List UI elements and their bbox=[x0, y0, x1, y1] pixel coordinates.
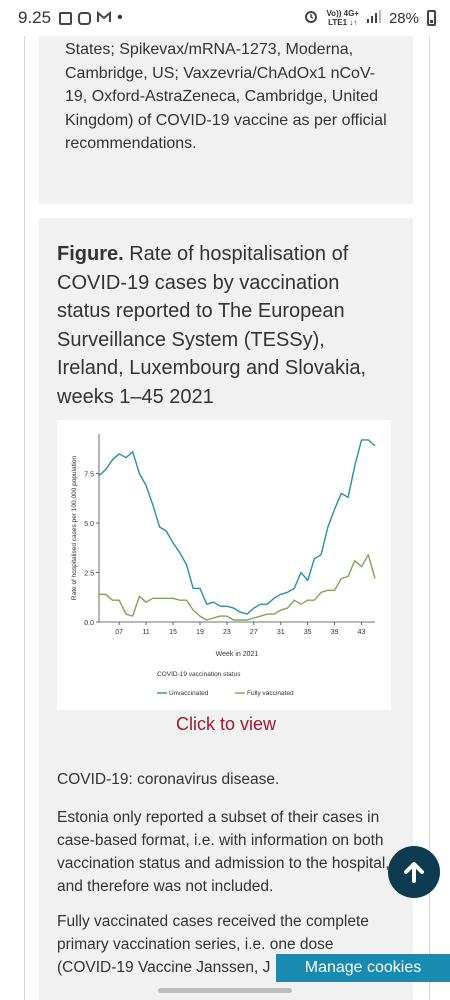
x-tick-label: 07 bbox=[115, 629, 123, 636]
footnote-fully-vaccinated: Fully vaccinated cases received the comp… bbox=[57, 913, 369, 976]
y-tick-label: 5.0 bbox=[84, 521, 94, 528]
notification-icons: • bbox=[59, 10, 123, 26]
manage-cookies-button[interactable]: Manage cookies bbox=[276, 954, 450, 982]
y-tick-label: 0.0 bbox=[84, 620, 94, 627]
alarm-icon bbox=[304, 9, 318, 27]
figure-box: Figure. Rate of hospitalisation of COVID… bbox=[39, 218, 413, 1000]
scroll-to-top-button[interactable] bbox=[388, 846, 440, 898]
chart-thumbnail[interactable]: 0.0 2.5 5.0 7.5 07 11 15 19 23 27 31 35 39 43 Week in … bbox=[57, 420, 391, 710]
status-right: Vo)) 4G+ LTE1 ↓↑ 28% bbox=[304, 9, 436, 27]
status-bar: 9.25 • Vo)) 4G+ LTE1 ↓↑ 28% bbox=[0, 0, 450, 36]
x-axis-title: Week in 2021 bbox=[216, 651, 259, 658]
gesture-nav-handle[interactable] bbox=[158, 988, 292, 993]
recommendation-text: States; Spikevax/mRNA-1273, Moderna, Cam… bbox=[65, 41, 387, 152]
legend-title: COVID-19 vaccination status bbox=[157, 671, 241, 678]
hospitalisation-chart: 0.0 2.5 5.0 7.5 07 11 15 19 23 27 31 35 39 43 Week in … bbox=[71, 434, 376, 697]
more-dot-icon: • bbox=[117, 9, 123, 26]
click-to-view-link[interactable]: Click to view bbox=[175, 714, 277, 734]
series-line-fully-vaccinated bbox=[99, 553, 376, 621]
x-tick-label: 39 bbox=[331, 629, 339, 636]
arrow-up-icon bbox=[404, 862, 424, 883]
network-top: Vo)) 4G+ bbox=[326, 9, 359, 18]
x-tick-label: 43 bbox=[358, 629, 366, 636]
x-tick-label: 19 bbox=[196, 629, 204, 636]
x-tick-label: 35 bbox=[304, 629, 312, 636]
x-tick-label: 15 bbox=[169, 629, 177, 636]
signal-icon bbox=[366, 9, 381, 27]
battery-icon bbox=[427, 10, 436, 26]
y-axis-title: Rate of hospitalised cases per 100,000 p… bbox=[71, 456, 78, 601]
legend-label: Fully vaccinated bbox=[247, 690, 294, 697]
figure-caption: Figure. Rate of hospitalisation of COVID… bbox=[57, 240, 393, 411]
y-tick-label: 7.5 bbox=[84, 472, 94, 479]
instagram-icon bbox=[78, 11, 92, 25]
gallery-icon bbox=[59, 11, 73, 25]
figure-title: Rate of hospitalisation of COVID-19 case… bbox=[57, 243, 367, 408]
x-tick-label: 23 bbox=[223, 629, 231, 636]
article-page: States; Spikevax/mRNA-1273, Moderna, Cam… bbox=[24, 0, 430, 1000]
network-indicator: Vo)) 4G+ LTE1 ↓↑ bbox=[326, 9, 359, 27]
series-line-unvaccinated bbox=[98, 439, 376, 615]
x-tick-label: 31 bbox=[277, 629, 285, 636]
status-time: 9.25 bbox=[18, 8, 52, 27]
x-tick-label: 27 bbox=[250, 629, 258, 636]
network-bottom: LTE1 ↓↑ bbox=[328, 18, 358, 27]
footnote-estonia: Estonia only reported a subset of their … bbox=[57, 809, 390, 895]
figure-label: Figure. bbox=[57, 243, 124, 265]
footnote-abbreviation: COVID-19: coronavirus disease. bbox=[57, 771, 280, 788]
battery-percent: 28% bbox=[388, 9, 419, 27]
x-tick-label: 11 bbox=[142, 629, 149, 636]
y-tick-label: 2.5 bbox=[84, 571, 94, 578]
gmail-icon bbox=[97, 10, 112, 26]
legend-label: Unvaccinated bbox=[169, 690, 209, 697]
